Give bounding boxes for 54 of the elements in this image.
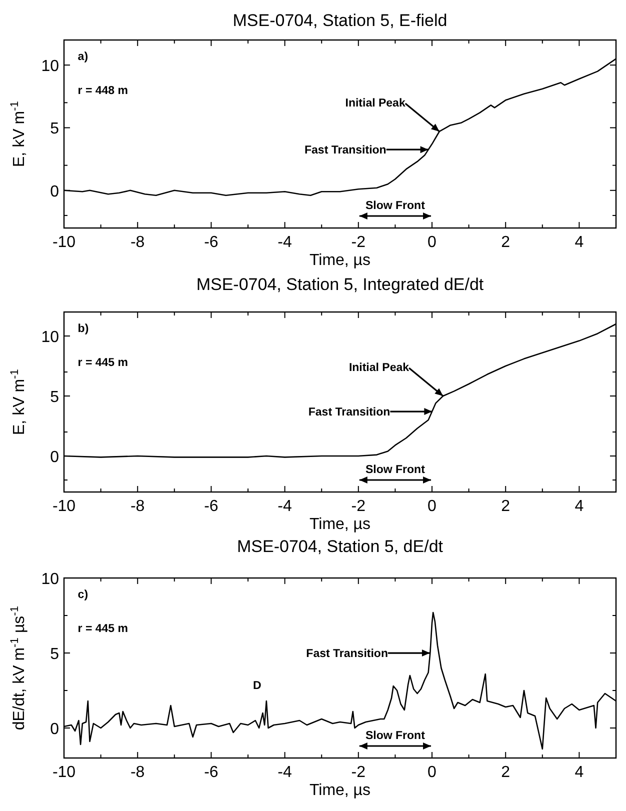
x-tick-label: -6 [204,498,218,515]
chart-title: MSE-0704, Station 5, dE/dt [236,537,444,556]
annotation: r = 445 m [78,357,128,369]
y-tick-label: 10 [41,329,60,346]
x-tick-label: -4 [278,498,292,515]
x-tick-label: -2 [351,498,366,515]
annotation: a) [78,51,88,63]
x-tick-label: -2 [351,764,366,781]
x-tick-label: -10 [52,234,76,251]
y-tick-label: 0 [50,183,60,200]
annotation: Slow Front [365,200,426,212]
annotation: Fast Transition [308,406,390,419]
x-tick-label: -6 [204,234,218,251]
y-tick-label: 5 [50,389,60,406]
x-axis-title: Time, µs [309,252,371,269]
x-tick-label: -6 [204,764,218,781]
x-tick-label: -8 [130,498,145,515]
y-tick-label: 5 [50,646,60,663]
annotation: Slow Front [365,730,426,742]
x-tick-label: 2 [501,234,510,251]
x-tick-label: -4 [278,764,292,781]
y-tick-label: 10 [41,571,60,588]
x-tick-label: 0 [428,498,437,515]
x-axis-title: Time, µs [309,516,371,533]
x-tick-label: -8 [130,764,145,781]
x-tick-label: 0 [428,234,437,251]
chart-title: MSE-0704, Station 5, E-field [232,11,448,30]
x-tick-label: -4 [278,234,292,251]
x-tick-label: -10 [52,498,76,515]
x-tick-label: 0 [428,764,437,781]
x-axis-title: Time, µs [309,782,371,799]
chart-title: MSE-0704, Station 5, Integrated dE/dt [196,275,484,294]
annotation: Fast Transition [306,648,388,660]
x-tick-label: -8 [130,234,145,251]
x-tick-label: 4 [574,764,584,781]
annotation: Initial Peak [345,97,406,110]
y-tick-label: 5 [50,120,60,138]
x-tick-label: 4 [574,234,584,251]
x-tick-label: 4 [574,498,584,515]
annotation: D [253,680,262,692]
annotation: c) [78,589,88,601]
x-tick-label: -2 [351,234,366,251]
y-tick-label: 0 [50,449,60,466]
annotation: r = 448 m [78,85,128,97]
x-tick-label: 2 [501,498,510,515]
y-tick-label: 10 [41,58,60,76]
x-tick-label: 2 [501,764,510,781]
annotation: r = 445 m [78,623,128,635]
y-tick-label: 0 [50,721,60,738]
annotation: Initial Peak [348,362,410,374]
annotation: Slow Front [365,464,426,476]
annotation: Fast Transition [304,144,386,157]
annotation: b) [78,323,89,335]
x-tick-label: -10 [52,764,76,781]
